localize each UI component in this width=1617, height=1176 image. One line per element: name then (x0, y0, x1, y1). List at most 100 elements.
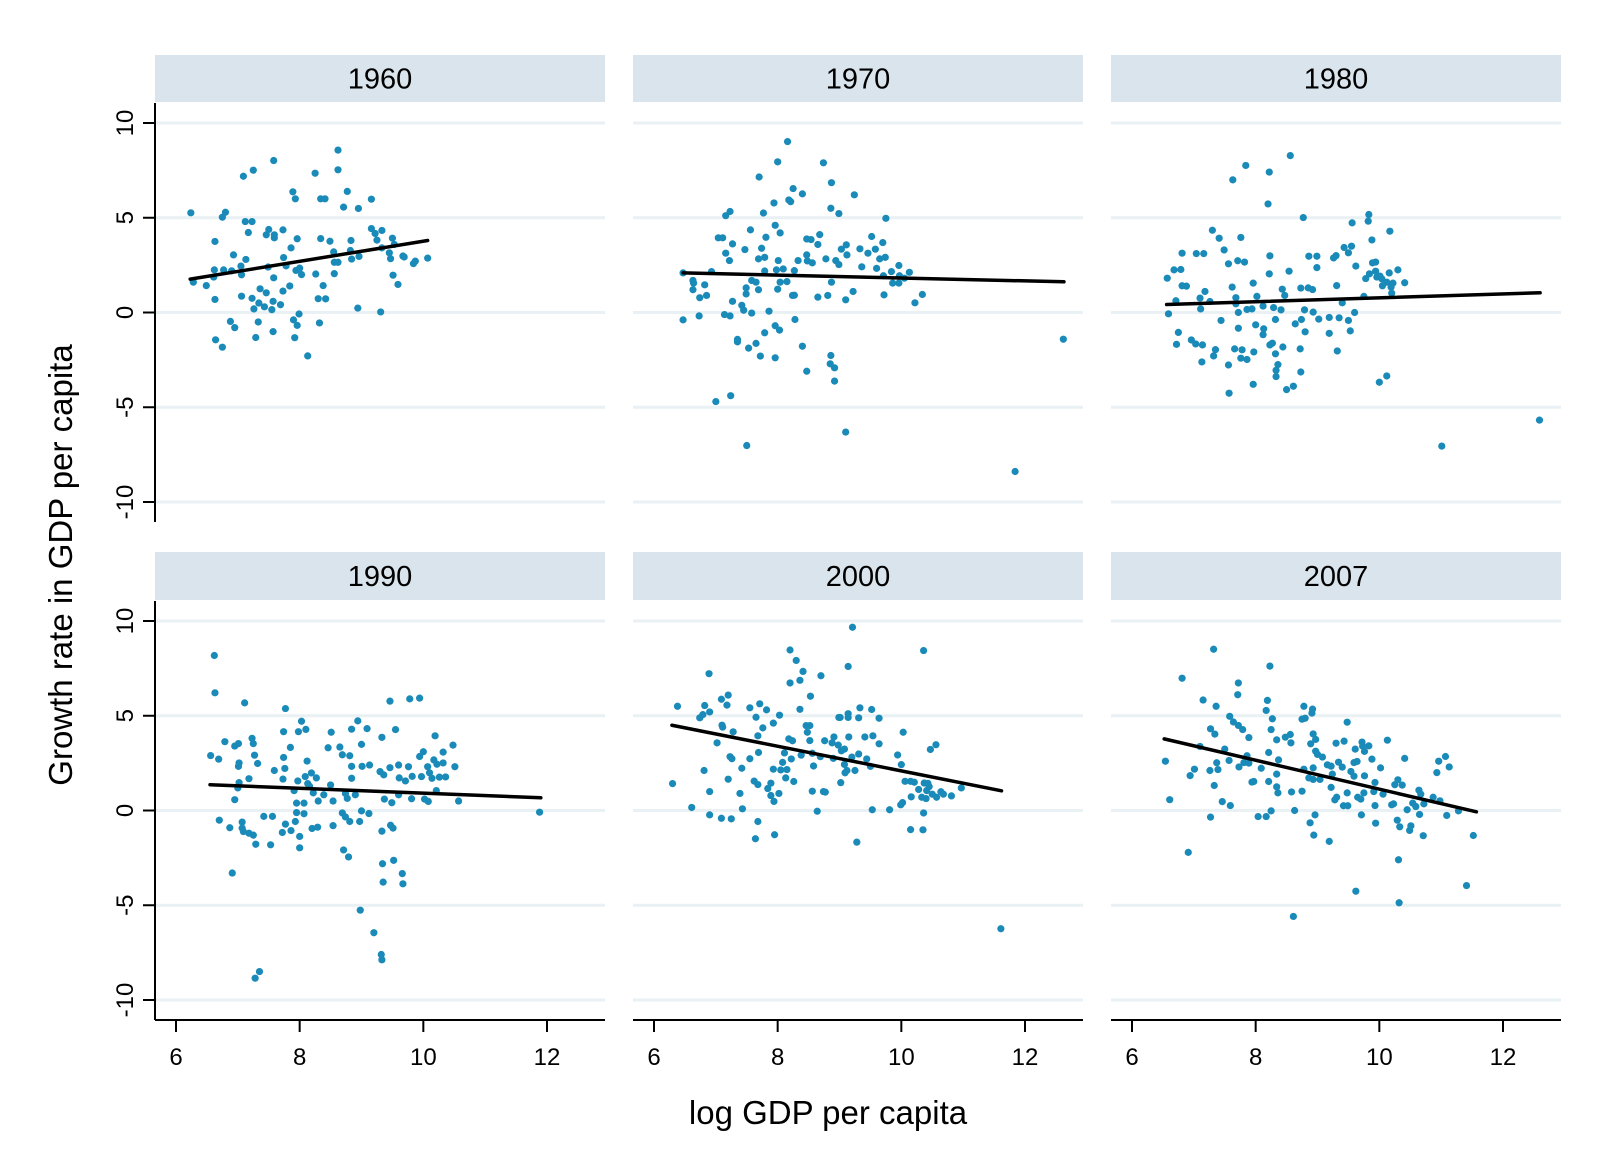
x-tick-label: 12 (534, 1044, 561, 1071)
data-point (1265, 168, 1273, 176)
data-point (394, 280, 402, 289)
data-point (1383, 372, 1391, 380)
strip-label: 1980 (1304, 64, 1369, 96)
data-point (207, 751, 215, 760)
data-point (1265, 777, 1273, 786)
data-point (1394, 856, 1403, 864)
data-point (1328, 770, 1336, 778)
data-point (926, 745, 934, 754)
data-point (1393, 816, 1401, 824)
fit-line (188, 238, 430, 281)
data-point (301, 772, 309, 781)
data-point (265, 225, 273, 234)
data-point (378, 956, 386, 964)
data-point (774, 285, 782, 293)
data-point (788, 737, 797, 745)
data-point (454, 797, 463, 805)
data-point (757, 244, 766, 252)
data-point (1206, 766, 1214, 775)
data-point (1376, 764, 1385, 772)
data-point (882, 214, 890, 222)
panel-2007: 2007 6 8 10 12 (1111, 552, 1561, 1071)
data-point (814, 293, 822, 301)
data-point (770, 831, 779, 839)
data-point (742, 284, 750, 292)
data-point (1229, 176, 1237, 184)
data-point (407, 795, 416, 803)
data-point (738, 805, 747, 813)
data-point (348, 255, 356, 263)
data-point (668, 779, 677, 788)
data-point (1262, 706, 1270, 715)
data-point (1199, 696, 1207, 704)
data-point (400, 253, 408, 261)
data-point (1267, 725, 1275, 734)
data-point (348, 774, 356, 782)
data-point (1335, 314, 1343, 322)
data-point (365, 809, 373, 818)
data-point (1350, 772, 1358, 780)
data-point (775, 326, 784, 334)
data-point (291, 195, 299, 203)
data-point (296, 264, 304, 272)
data-point (439, 748, 447, 756)
data-point (279, 775, 287, 783)
data-point (347, 236, 355, 245)
data-point (701, 281, 709, 289)
y-tick-label: -5 (112, 397, 139, 418)
data-point (1200, 249, 1208, 258)
data-point (357, 807, 366, 815)
data-point (752, 278, 760, 286)
data-point (919, 646, 928, 655)
data-point (816, 231, 824, 239)
data-point (1365, 210, 1373, 219)
data-point (869, 732, 877, 740)
data-point (901, 777, 909, 785)
data-point (1401, 754, 1409, 762)
data-point (363, 725, 371, 733)
data-point (221, 208, 230, 216)
data-point (798, 190, 807, 198)
data-point (1234, 691, 1242, 699)
data-point (819, 159, 828, 167)
data-point (868, 705, 876, 714)
data-point (856, 704, 864, 712)
data-point (723, 701, 731, 709)
x-axis-title: log GDP per capita (689, 1094, 968, 1131)
data-point (341, 813, 350, 821)
data-point (1220, 246, 1228, 254)
data-point (830, 377, 839, 385)
data-point (997, 925, 1005, 933)
data-point (1210, 781, 1218, 790)
data-point (1308, 285, 1317, 294)
data-point (790, 777, 798, 786)
data-point (1268, 339, 1276, 347)
data-point (835, 260, 843, 269)
strip-label: 1960 (348, 64, 413, 96)
strip-header (1111, 552, 1561, 600)
data-point (727, 392, 735, 400)
data-point (783, 137, 792, 146)
data-point (1429, 793, 1437, 801)
data-point (754, 732, 762, 740)
data-point (798, 342, 807, 350)
data-point (202, 281, 210, 290)
data-point (238, 818, 246, 826)
strip-label: 2000 (826, 561, 891, 593)
strip-header (1111, 55, 1561, 102)
data-point (251, 974, 259, 982)
data-point (221, 738, 229, 746)
data-point (211, 336, 220, 344)
data-point (861, 733, 869, 741)
data-point (1352, 262, 1360, 270)
data-point (1435, 757, 1443, 765)
data-point (268, 812, 277, 820)
data-point (1325, 329, 1333, 337)
data-point (1352, 887, 1360, 895)
data-point (728, 755, 736, 763)
data-point (733, 338, 742, 346)
data-point (1166, 796, 1174, 804)
data-point (1250, 777, 1258, 786)
data-point (717, 695, 725, 703)
data-point (729, 728, 737, 736)
